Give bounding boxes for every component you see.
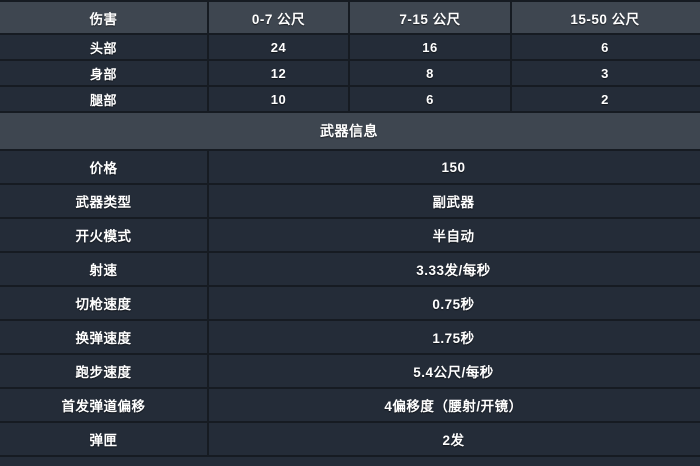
weapon-info-key: 首发弹道偏移 bbox=[0, 389, 209, 421]
weapon-info-key: 换弹速度 bbox=[0, 321, 209, 353]
damage-value-range-2: 16 bbox=[350, 35, 512, 59]
weapon-info-value: 1.75秒 bbox=[432, 331, 475, 346]
damage-header-range-2: 7-15 公尺 bbox=[350, 2, 512, 33]
weapon-info-section-header: 武器信息 bbox=[0, 113, 700, 151]
list-item: 跑步速度 5.4公尺/每秒 bbox=[0, 355, 700, 389]
table-row: 身部 12 8 3 bbox=[0, 61, 700, 87]
damage-header-range-3: 15-50 公尺 bbox=[570, 11, 640, 27]
weapon-info-value: 半自动 bbox=[432, 229, 475, 244]
weapon-info-key: 价格 bbox=[0, 151, 209, 183]
weapon-info-value: 副武器 bbox=[432, 195, 475, 210]
list-item: 价格 150 bbox=[0, 151, 700, 185]
list-item: 开火模式 半自动 bbox=[0, 219, 700, 253]
list-item: 切枪速度 0.75秒 bbox=[0, 287, 700, 321]
damage-value-range-1: 24 bbox=[209, 35, 350, 59]
weapon-info-value: 150 bbox=[441, 159, 466, 175]
weapon-info-value: 4偏移度（腰射/开镜） bbox=[384, 399, 523, 414]
weapon-info-key: 切枪速度 bbox=[0, 287, 209, 319]
damage-header-label: 伤害 bbox=[0, 2, 209, 33]
damage-value-range-2: 8 bbox=[350, 61, 512, 85]
list-item: 武器类型 副武器 bbox=[0, 185, 700, 219]
weapon-info-value: 5.4公尺/每秒 bbox=[413, 365, 494, 380]
weapon-info-key: 开火模式 bbox=[0, 219, 209, 251]
table-row: 腿部 10 6 2 bbox=[0, 87, 700, 113]
damage-value-range-1: 10 bbox=[209, 87, 350, 111]
list-item: 射速 3.33发/每秒 bbox=[0, 253, 700, 287]
damage-body-part: 头部 bbox=[0, 35, 209, 59]
damage-value-range-3: 6 bbox=[601, 39, 609, 55]
weapon-info-key: 射速 bbox=[0, 253, 209, 285]
weapon-info-value: 0.75秒 bbox=[432, 297, 475, 312]
weapon-info-value: 2发 bbox=[442, 433, 465, 448]
list-item: 弹匣 2发 bbox=[0, 423, 700, 457]
damage-body-part: 身部 bbox=[0, 61, 209, 85]
damage-value-range-3: 2 bbox=[601, 91, 609, 107]
weapon-info-key: 弹匣 bbox=[0, 423, 209, 455]
weapon-info-key: 武器类型 bbox=[0, 185, 209, 217]
damage-body-part: 腿部 bbox=[0, 87, 209, 111]
weapon-info-section-title: 武器信息 bbox=[320, 123, 378, 139]
list-item: 换弹速度 1.75秒 bbox=[0, 321, 700, 355]
damage-value-range-2: 6 bbox=[350, 87, 512, 111]
weapon-info-key: 跑步速度 bbox=[0, 355, 209, 387]
table-row: 头部 24 16 6 bbox=[0, 35, 700, 61]
list-item: 首发弹道偏移 4偏移度（腰射/开镜） bbox=[0, 389, 700, 423]
damage-header-range-1: 0-7 公尺 bbox=[209, 2, 350, 33]
damage-value-range-3: 3 bbox=[601, 65, 609, 81]
damage-value-range-1: 12 bbox=[209, 61, 350, 85]
weapon-info-value: 3.33发/每秒 bbox=[416, 263, 491, 278]
damage-table-header-row: 伤害 0-7 公尺 7-15 公尺 15-50 公尺 bbox=[0, 2, 700, 35]
